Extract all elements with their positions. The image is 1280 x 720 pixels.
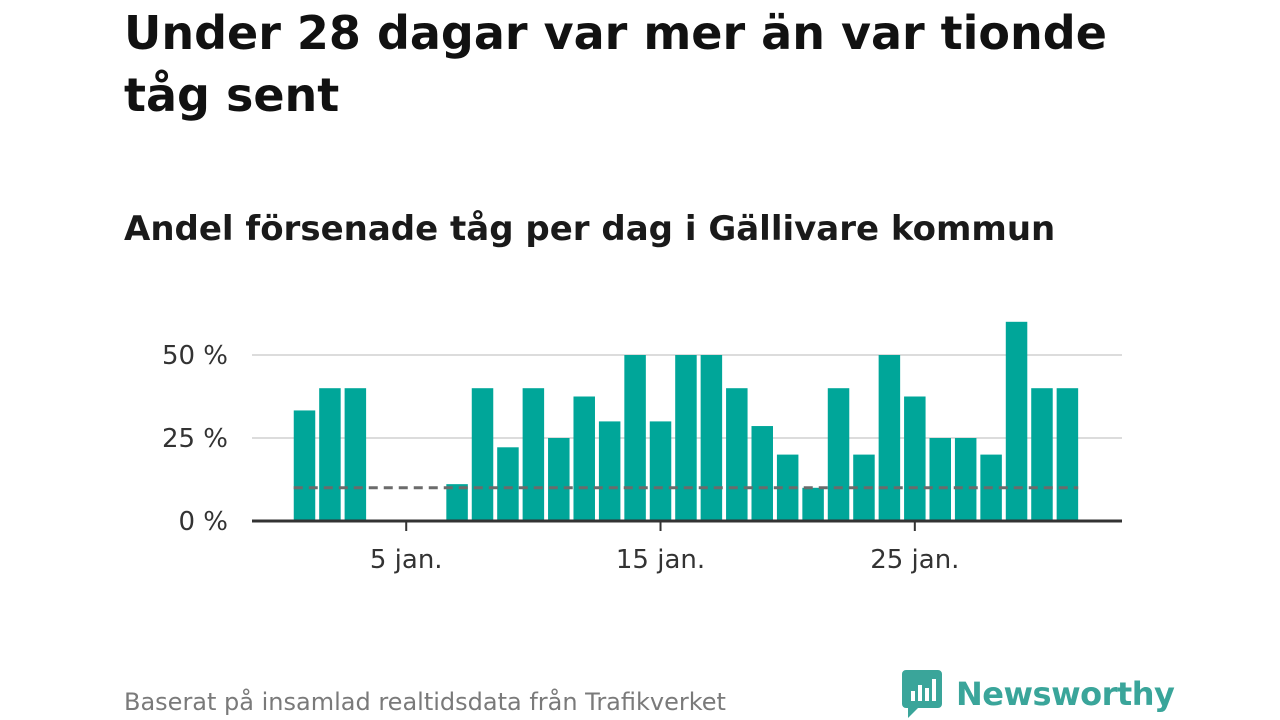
x-tick-label: 25 jan. <box>870 545 959 575</box>
bar <box>827 388 850 521</box>
bar <box>1031 388 1053 521</box>
bar <box>904 396 926 521</box>
bar <box>497 447 519 521</box>
bar <box>319 388 341 521</box>
source-note: Baserat på insamlad realtidsdata från Tr… <box>124 688 726 716</box>
bar <box>598 421 621 521</box>
chart-title: Under 28 dagar var mer än var tionde tåg… <box>124 6 1107 122</box>
bar <box>878 355 901 521</box>
bar <box>471 388 494 521</box>
bar <box>624 355 646 521</box>
bar <box>446 484 468 521</box>
logo-bar-2 <box>918 685 922 701</box>
bar <box>522 388 545 521</box>
newsworthy-logo-icon <box>902 670 942 718</box>
bar <box>675 355 697 521</box>
bar <box>929 438 951 521</box>
bar <box>726 388 748 521</box>
bar <box>954 438 977 521</box>
bar <box>751 426 773 521</box>
bar <box>776 454 799 521</box>
chart-subtitle: Andel försenade tåg per dag i Gällivare … <box>124 209 1056 249</box>
bar <box>700 355 723 521</box>
brand-name: Newsworthy <box>956 675 1175 713</box>
bar <box>649 421 672 521</box>
x-tick-label: 5 jan. <box>370 545 443 575</box>
logo-bar-3 <box>925 688 929 701</box>
bar <box>548 438 570 521</box>
bar <box>1056 388 1079 521</box>
bar <box>293 410 316 521</box>
bar <box>1005 321 1028 521</box>
bar <box>344 388 367 521</box>
logo-bar-4 <box>932 679 936 701</box>
bar <box>573 396 595 521</box>
logo-bar-1 <box>911 691 915 701</box>
y-tick-label: 0 % <box>178 507 228 537</box>
y-tick-label: 25 % <box>162 424 228 454</box>
y-tick-label: 50 % <box>162 341 228 371</box>
brand[interactable]: Newsworthy <box>902 668 1175 720</box>
bar <box>802 487 824 521</box>
bars <box>293 321 1079 521</box>
x-tick-label: 15 jan. <box>616 545 705 575</box>
axes: 0 % 25 % 50 % 5 jan. 15 jan. 25 jan. <box>162 341 1122 575</box>
